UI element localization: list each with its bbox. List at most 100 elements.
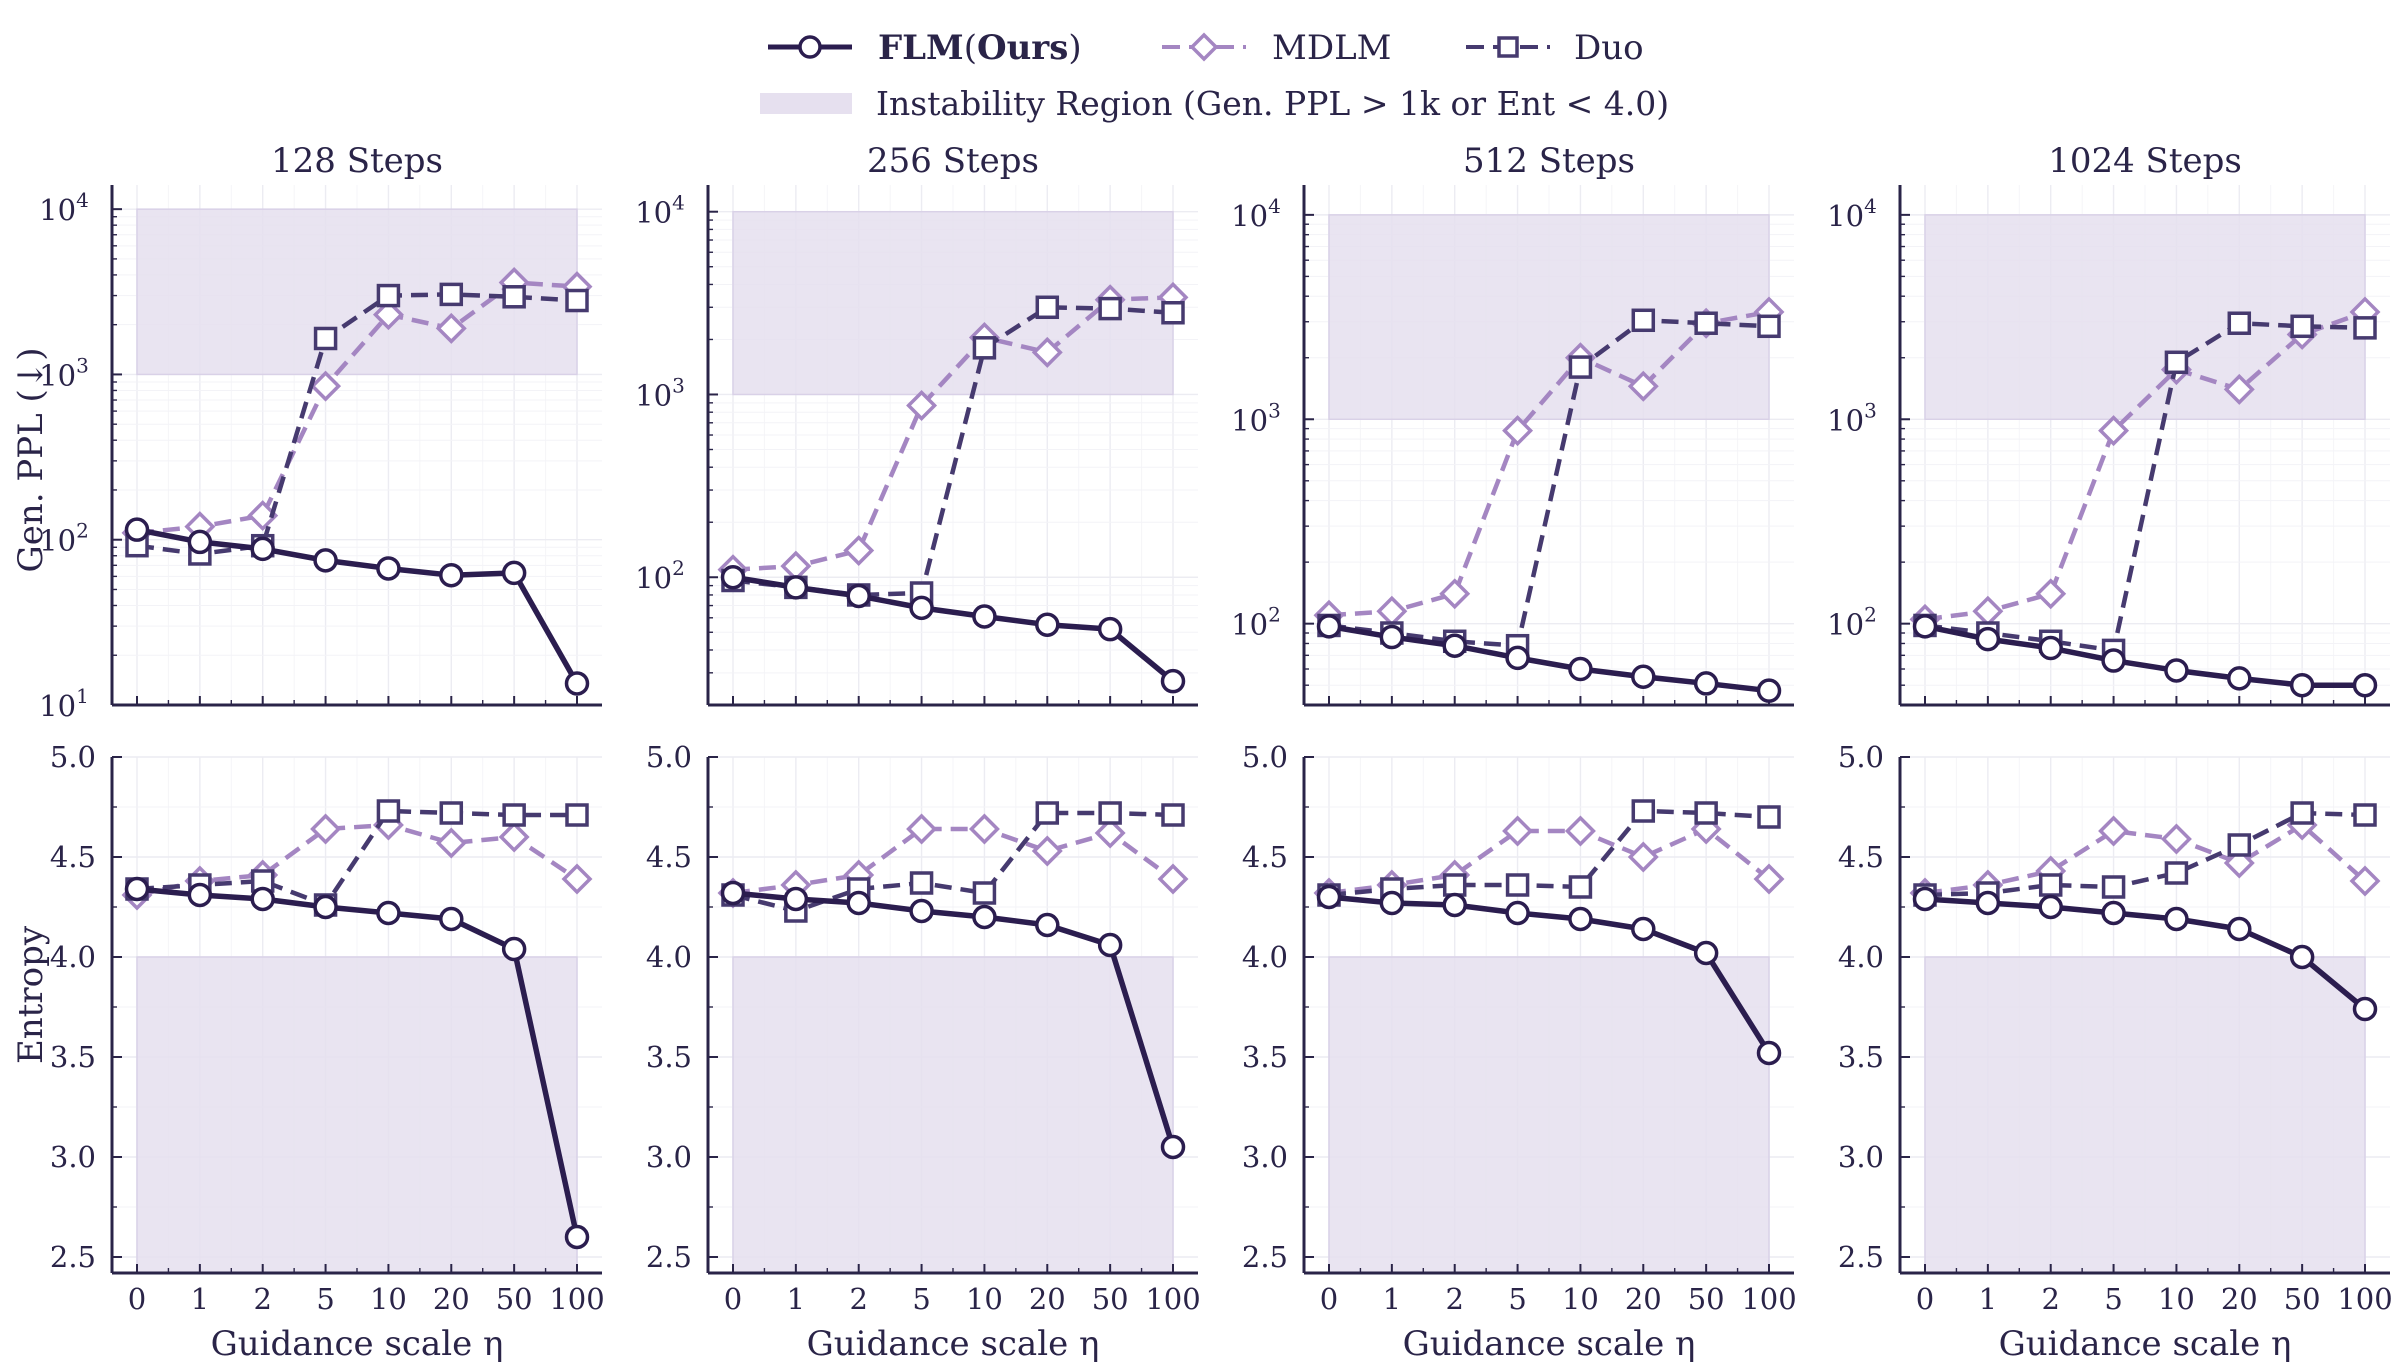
point-flm [376,900,401,926]
point-flm [2164,658,2189,683]
x-tick-label: 50 [496,1282,533,1316]
legend-entry-flm: FLM(Ours) [768,28,1082,68]
point-flm [720,564,746,590]
x-tick-label: 50 [1688,1282,1725,1316]
point-flm [187,529,213,555]
point-flm [1097,932,1123,958]
series-line-mdlm [1924,309,2366,622]
y-tick-label: 101 [39,684,89,723]
x-tick-label: 5 [1508,1282,1526,1316]
instability-region [136,956,578,1274]
point-flm [1568,656,1593,682]
point-duo [1442,873,1467,897]
point-flm [1316,884,1342,910]
x-axis-label: Guidance scale η [807,1324,1100,1364]
y-tick-exponent: 2 [76,519,89,543]
point-flm [846,890,871,916]
point-duo [2290,314,2314,339]
point-flm [1693,940,1719,966]
y-tick-base: 10 [635,378,672,412]
point-flm [1442,892,1467,918]
point-duo [1631,308,1656,333]
legend-entry-mdlm: MDLM [1162,28,1391,68]
point-flm [1756,1040,1782,1066]
point-mdlm [906,813,938,845]
entropy-subplot: 0 1 2 5 10 20 50 100 Guidance scale η 5.0 4.5 4.0 3.… [50,740,605,1364]
y-tick-label: 104 [1231,194,1281,233]
x-tick-label: 0 [1916,1282,1934,1316]
y-tick-label: 3.0 [646,1140,692,1174]
point-mdlm [498,821,530,853]
point-flm [2038,635,2063,661]
y-tick-label: 102 [635,556,685,595]
point-mdlm [435,312,467,344]
y-tick-exponent: 2 [672,556,685,580]
series-line-mdlm [732,826,1175,896]
y-tick-label: 3.5 [1838,1040,1884,1074]
point-flm [1316,614,1342,639]
y-tick-base: 10 [1231,403,1268,437]
point-flm [501,560,527,586]
legend-duo-label: Duo [1574,28,1644,68]
y-tick-base: 10 [39,689,76,723]
y-tick-label: 4.0 [50,940,96,974]
point-mdlm [2223,373,2255,405]
point-duo [1161,301,1185,325]
y-tick-label: 3.0 [50,1140,96,1174]
point-duo [376,799,401,823]
legend-region-label: Instability Region (Gen. PPL > 1k or Ent… [876,84,1669,123]
point-flm [439,906,464,932]
point-mdlm [968,813,1000,845]
panel-title: 256 Steps [867,141,1039,181]
legend-mdlm-label: MDLM [1272,28,1391,68]
point-flm [2352,996,2378,1022]
y-tick-label: 2.5 [1838,1240,1884,1274]
series-line-mdlm [1924,822,2367,896]
point-duo [2353,316,2377,340]
point-duo [502,803,526,827]
y-tick-base: 10 [635,561,672,595]
y-tick-label: 3.0 [1838,1140,1884,1174]
point-duo [1757,314,1781,339]
point-mdlm [435,827,467,859]
point-duo [439,282,464,307]
y-tick-label: 3.0 [1242,1140,1288,1174]
x-tick-label: 5 [316,1282,334,1316]
y-tick-label: 102 [39,519,89,558]
point-flm [564,1224,590,1250]
y-tick-base: 10 [39,524,76,558]
point-flm [439,562,464,588]
point-mdlm [1031,835,1063,867]
point-mdlm [1376,595,1408,627]
legend-entry-duo: Duo [1466,28,1644,68]
legend-duo-marker [1497,36,1519,58]
point-flm [2038,894,2063,920]
point-flm [909,898,934,924]
y-tick-exponent: 4 [672,191,685,215]
point-duo [1035,801,1060,825]
y-tick-base: 10 [1231,608,1268,642]
x-tick-label: 20 [1625,1282,1662,1316]
point-mdlm [906,390,938,422]
point-duo [2038,873,2063,897]
y-tick-base: 10 [39,358,76,392]
series-line-duo [732,305,1174,598]
y-tick-exponent: 3 [672,373,685,397]
point-duo [1631,799,1656,823]
point-flm [1379,890,1405,916]
y-tick-base: 10 [39,193,76,227]
x-tick-label: 10 [966,1282,1003,1316]
point-mdlm [2160,823,2192,855]
point-duo [1098,801,1122,825]
instability-region [1924,956,2366,1274]
x-tick-label: 0 [1320,1282,1338,1316]
point-flm [1631,916,1656,942]
y-tick-exponent: 4 [76,188,89,212]
point-duo [2164,350,2189,375]
y-tick-label: 2.5 [646,1240,692,1274]
y-tick-label: 3.5 [50,1040,96,1074]
y-tick-label: 103 [635,373,685,412]
point-mdlm [1031,336,1063,368]
point-flm [564,671,590,696]
